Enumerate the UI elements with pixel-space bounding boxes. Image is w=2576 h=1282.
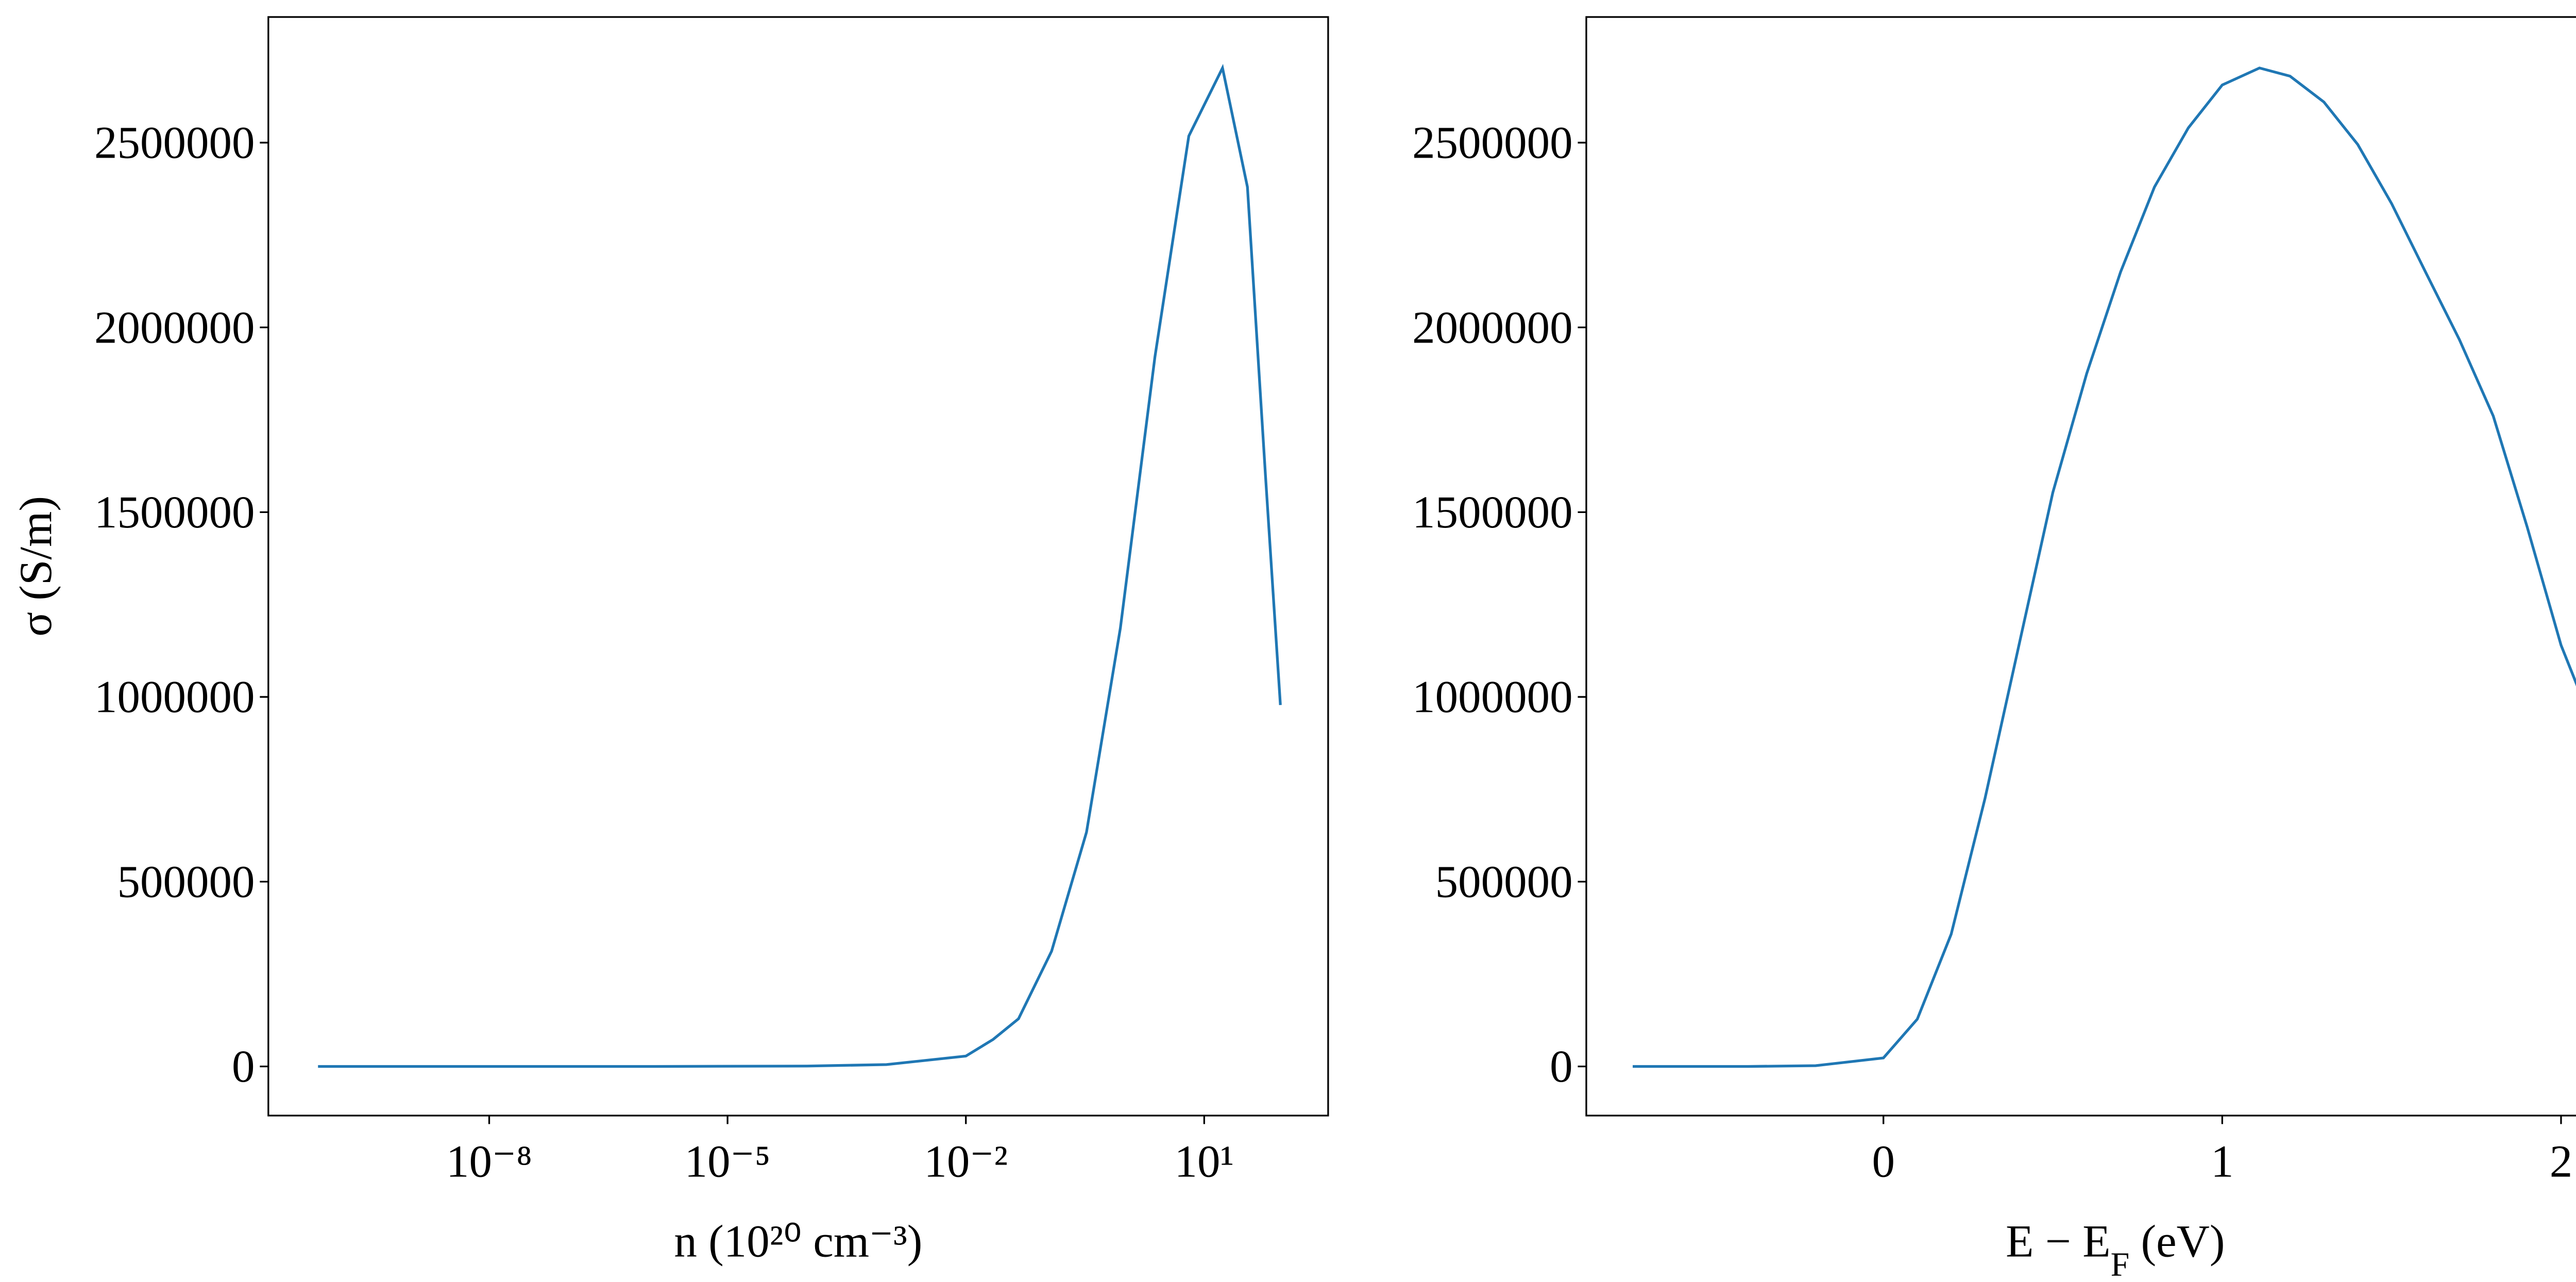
x-axis-label: E − EF (eV) bbox=[2006, 1217, 2225, 1282]
x-tick-label: 1 bbox=[2211, 1137, 2234, 1187]
y-tick-label: 1000000 bbox=[94, 672, 255, 723]
y-tick-label: 500000 bbox=[1435, 857, 1573, 907]
y-tick-label: 1500000 bbox=[1412, 487, 1573, 538]
plot-frame bbox=[1585, 16, 2576, 1117]
y-tick-label: 2500000 bbox=[94, 118, 255, 168]
y-tick-label: 0 bbox=[1550, 1041, 1573, 1092]
data-line bbox=[318, 64, 1282, 1068]
y-axis-label: σ (S/m) bbox=[11, 496, 61, 637]
y-tick-label: 0 bbox=[232, 1041, 255, 1092]
y-tick-label: 2000000 bbox=[94, 302, 255, 353]
y-tick-label: 1500000 bbox=[94, 487, 255, 538]
x-tick-label: 10⁻⁵ bbox=[685, 1137, 771, 1187]
x-tick-label: 10⁻⁸ bbox=[446, 1137, 532, 1187]
x-tick-label: 0 bbox=[1872, 1137, 1895, 1187]
y-tick-label: 500000 bbox=[117, 857, 255, 907]
data-line bbox=[1633, 66, 2576, 1068]
x-tick-label: 2 bbox=[2550, 1137, 2573, 1187]
x-tick-label: 10⁻² bbox=[924, 1137, 1008, 1187]
x-axis-label: n (10²⁰ cm⁻³) bbox=[674, 1217, 922, 1267]
y-tick-label: 1000000 bbox=[1412, 672, 1573, 723]
x-tick-label: 10¹ bbox=[1175, 1137, 1234, 1187]
plot-frame bbox=[267, 16, 1329, 1117]
y-tick-label: 2000000 bbox=[1412, 302, 1573, 353]
y-tick-label: 2500000 bbox=[1412, 118, 1573, 168]
